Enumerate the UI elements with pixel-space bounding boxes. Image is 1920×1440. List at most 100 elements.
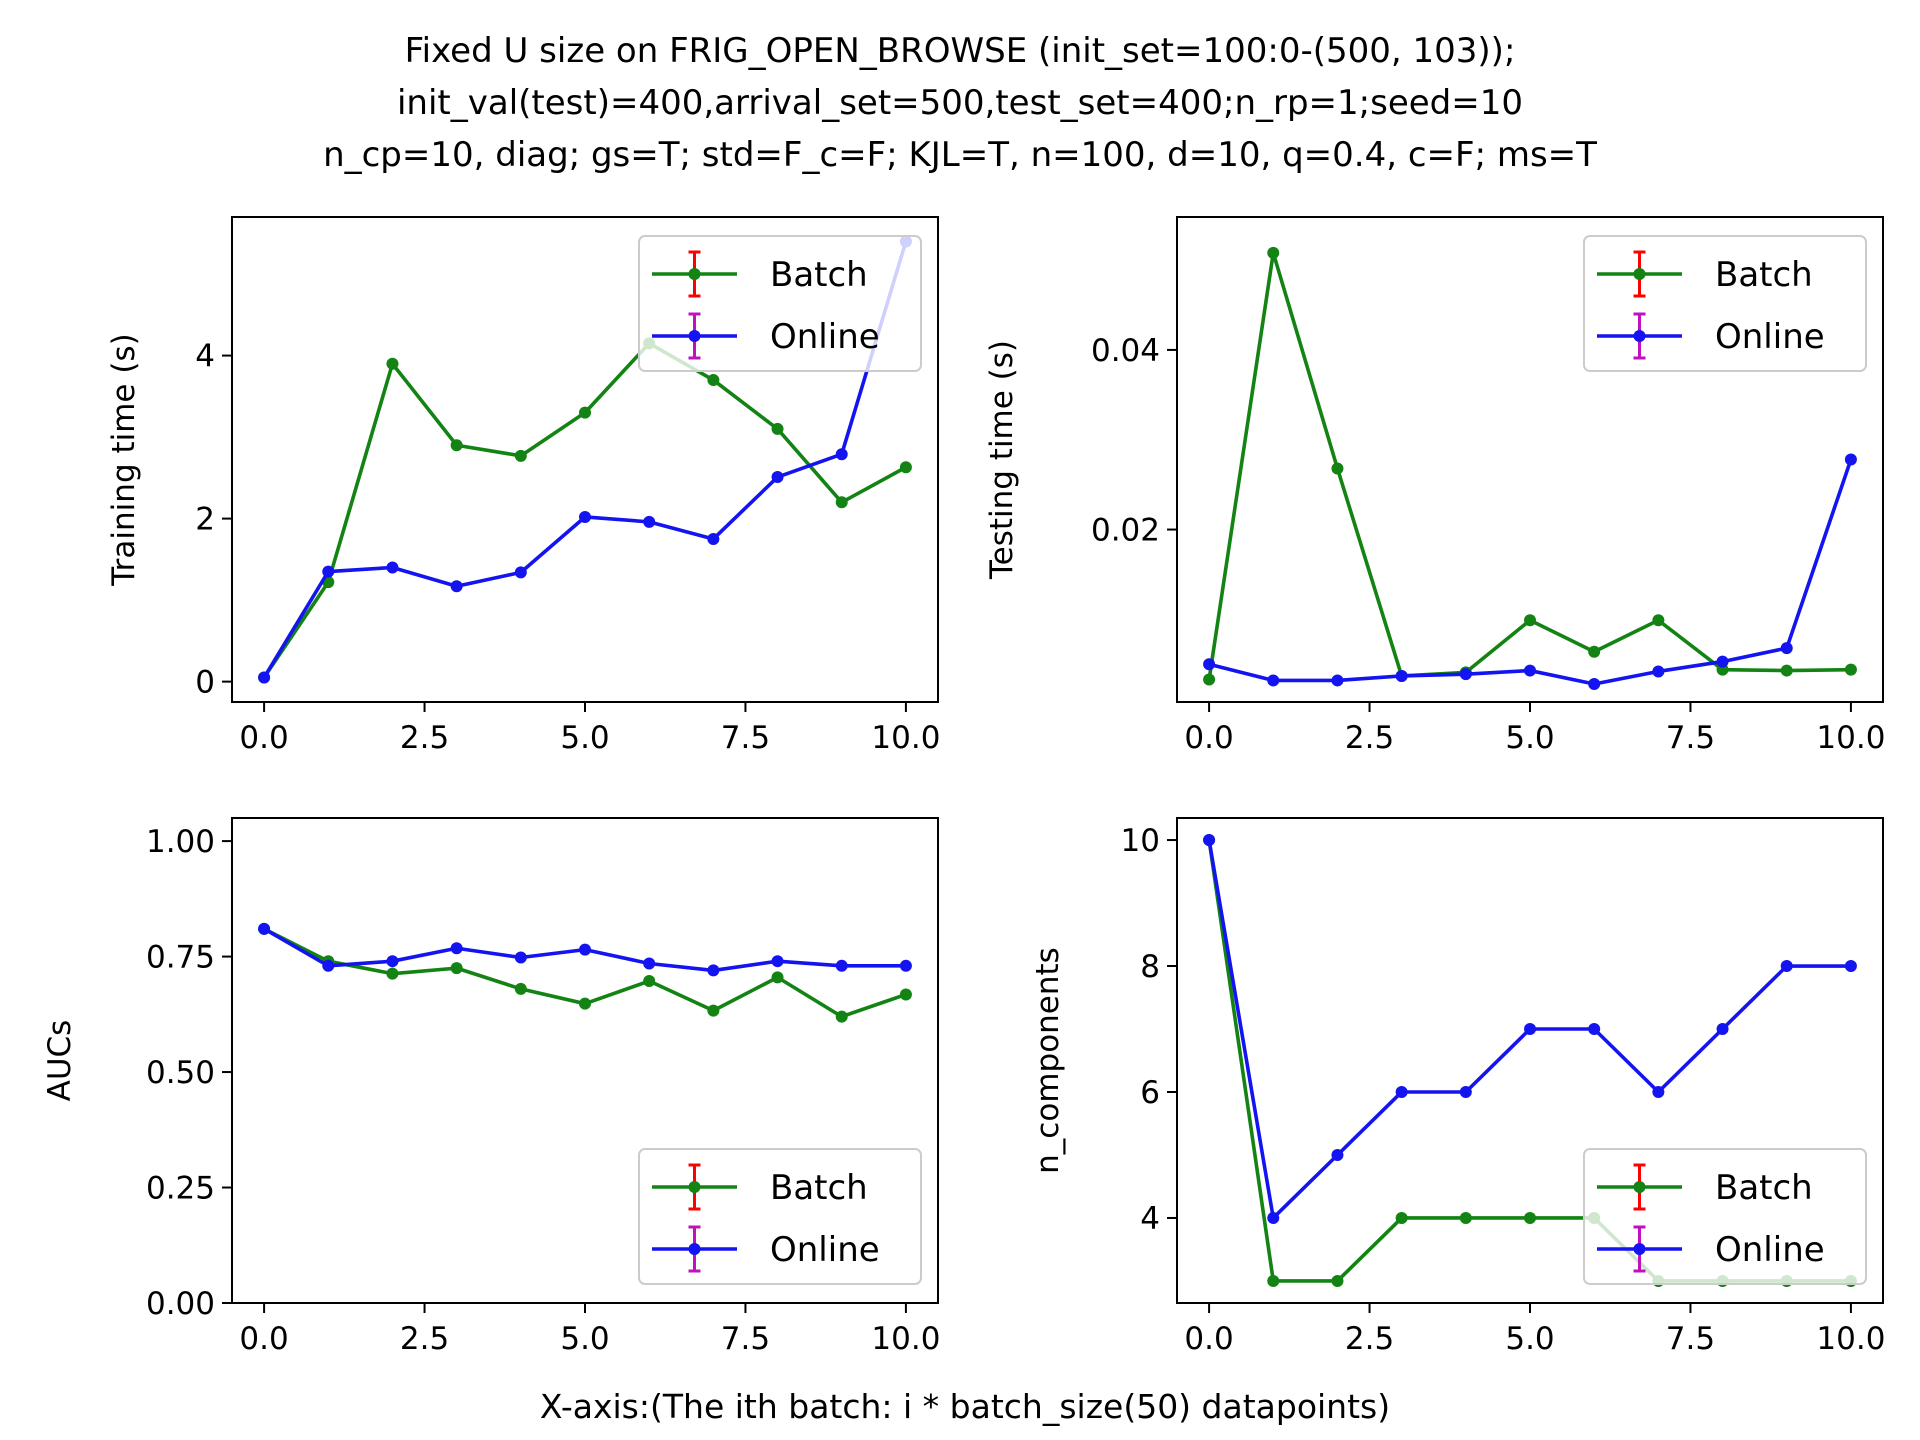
x-tick-label: 5.0 (560, 720, 609, 756)
data-point-online (1844, 960, 1857, 973)
legend-label-batch: Batch (770, 1168, 868, 1208)
data-point-online (258, 671, 271, 684)
data-point-online (258, 922, 271, 935)
legend-marker-online (1633, 1243, 1646, 1255)
data-point-batch (643, 975, 656, 988)
legend: Batch Online (638, 235, 922, 372)
x-tick-label: 5.0 (1505, 720, 1554, 756)
data-point-online (1588, 1023, 1601, 1036)
data-point-online (322, 959, 335, 972)
data-point-batch (1459, 1211, 1472, 1224)
data-point-batch (450, 962, 463, 975)
data-point-online (1652, 665, 1665, 678)
y-axis-label: n_components (1030, 947, 1066, 1174)
legend-label-batch: Batch (1715, 1168, 1813, 1208)
x-tick-label: 7.5 (1666, 1321, 1715, 1357)
data-point-batch (707, 374, 720, 387)
data-point-batch (1652, 614, 1665, 627)
data-point-batch (771, 422, 784, 435)
data-point-online (835, 448, 848, 461)
x-tick-label: 5.0 (1505, 1321, 1554, 1357)
data-point-batch (707, 1004, 720, 1017)
data-point-online (1716, 655, 1729, 668)
data-point-batch (835, 1010, 848, 1023)
data-point-online (1524, 664, 1536, 677)
y-axis-label: Testing time (s) (984, 340, 1020, 580)
data-point-online (450, 942, 463, 955)
y-tick-label: 8 (1140, 949, 1160, 985)
data-point-batch (899, 461, 912, 474)
data-point-online (386, 561, 399, 574)
data-point-online (450, 580, 463, 593)
data-point-online (514, 566, 527, 579)
y-axis-label: Training time (s) (106, 333, 142, 586)
x-tick-label: 0.0 (1184, 1321, 1233, 1357)
data-point-batch (386, 967, 399, 980)
data-point-online (643, 957, 656, 970)
data-point-batch (835, 496, 848, 509)
data-point-batch (1524, 614, 1536, 627)
subplot-training-time: 0.0 2.5 5.0 7.5 10.0 0 2 4 Training time (s) Batc… (106, 216, 940, 756)
data-point-online (1203, 834, 1216, 847)
data-point-batch (1267, 1274, 1280, 1287)
subplot-n-components: 0.0 2.5 5.0 7.5 10.0 4 6 8 10 n_components Batch On… (1030, 817, 1885, 1357)
figure-title-line-2: init_val(test)=400,arrival_set=500,test_… (397, 83, 1523, 123)
legend-marker-batch (1633, 268, 1646, 280)
data-point-online (835, 959, 848, 972)
legend-marker-batch (688, 1181, 701, 1193)
y-tick-label: 0.25 (146, 1171, 215, 1207)
y-tick-label: 0.75 (146, 940, 215, 976)
data-point-batch (1331, 462, 1344, 475)
data-point-online (386, 955, 399, 968)
data-point-batch (1331, 1274, 1344, 1287)
y-tick-label: 10 (1121, 823, 1160, 859)
data-point-online (1524, 1023, 1536, 1036)
x-tick-label: 7.5 (721, 720, 770, 756)
legend: Batch Online (1583, 235, 1867, 372)
legend-marker-online (1633, 330, 1646, 342)
legend-label-online: Online (770, 1230, 880, 1270)
data-point-online (1588, 678, 1601, 691)
legend-marker-batch (688, 268, 701, 280)
legend: Batch Online (638, 1148, 922, 1285)
y-tick-label: 6 (1140, 1075, 1160, 1111)
data-point-online (707, 964, 720, 977)
x-tick-label: 0.0 (239, 720, 288, 756)
data-point-batch (1267, 246, 1280, 259)
y-tick-label: 2 (195, 502, 215, 538)
data-point-batch (1588, 645, 1601, 658)
data-point-batch (1203, 673, 1216, 686)
legend: Batch Online (1583, 1148, 1867, 1285)
data-point-online (1267, 674, 1280, 687)
y-tick-label: 0.00 (146, 1286, 215, 1322)
axes-frame (1176, 216, 1884, 703)
data-point-batch (386, 357, 399, 370)
subplot-aucs: 0.0 2.5 5.0 7.5 10.0 0.00 0.25 0.50 0.75 1.00 AUCs… (42, 817, 940, 1357)
axes-frame (231, 216, 939, 703)
y-tick-label: 0.04 (1091, 333, 1160, 369)
y-tick-label: 4 (1140, 1201, 1160, 1237)
data-point-online (643, 515, 656, 528)
figure-title-line-3: n_cp=10, diag; gs=T; std=F_c=F; KJL=T, n… (323, 135, 1597, 175)
data-point-online (771, 955, 784, 968)
axes-frame (1176, 817, 1884, 1304)
x-tick-label: 2.5 (400, 720, 449, 756)
data-point-online (579, 510, 591, 523)
x-tick-label: 0.0 (1184, 720, 1233, 756)
y-tick-label: 0.02 (1091, 513, 1160, 549)
data-point-batch (1395, 1211, 1408, 1224)
x-tick-label: 10.0 (1816, 1321, 1885, 1357)
x-tick-label: 10.0 (871, 1321, 940, 1357)
x-tick-label: 2.5 (1345, 720, 1394, 756)
data-point-online (1331, 1148, 1344, 1161)
legend-label-online: Online (1715, 317, 1825, 357)
data-point-online (1395, 669, 1408, 682)
data-point-online (771, 471, 784, 484)
x-tick-label: 7.5 (1666, 720, 1715, 756)
series-area (1203, 246, 1857, 691)
data-point-online (1652, 1085, 1665, 1098)
data-point-batch (450, 439, 463, 452)
data-point-online (1395, 1085, 1408, 1098)
data-point-online (1459, 1085, 1472, 1098)
